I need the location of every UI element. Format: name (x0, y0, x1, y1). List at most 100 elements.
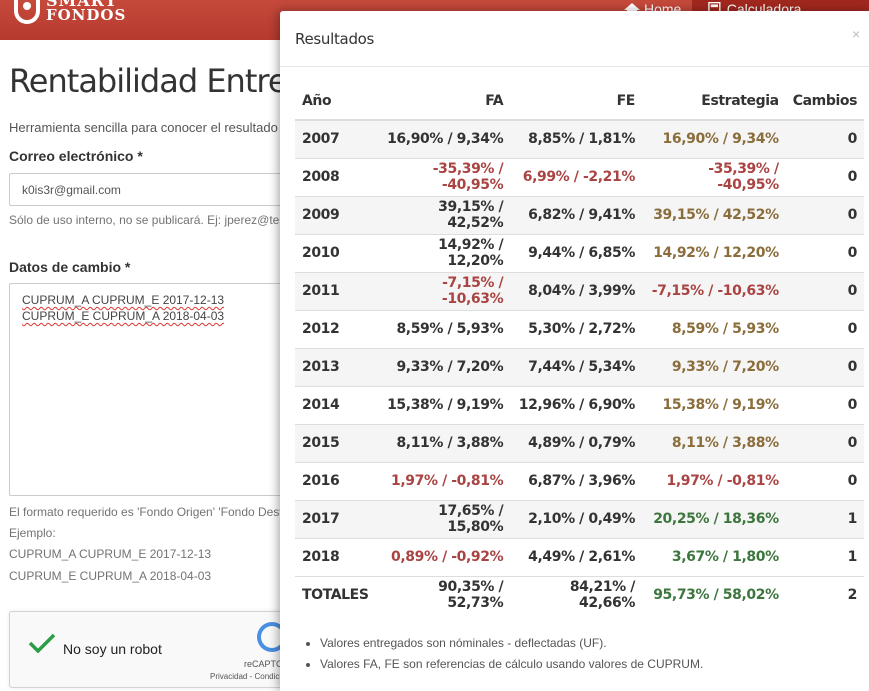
modal-title: Resultados (295, 30, 375, 48)
note-item: Valores entregados son nóminales - defle… (320, 633, 703, 654)
changes-cell: 0 (785, 385, 864, 424)
changes-cell: 0 (785, 119, 864, 158)
table-row: 2013 9,33% / 7,20% 7,44% / 5,34% 9,33% /… (295, 347, 864, 386)
changes-total: 2 (785, 575, 864, 614)
year-cell: 2014 (295, 385, 376, 424)
column-header-changes: Cambios (785, 82, 864, 121)
recaptcha-widget: No soy un robot reCAPTCHA Privacidad - C… (9, 611, 309, 688)
changes-cell: 0 (785, 347, 864, 386)
table-row: 2008 -35,39% / -40,95% 6,99% / -2,21% -3… (295, 157, 864, 196)
year-cell: 2007 (295, 119, 376, 158)
table-row: 2007 16,90% / 9,34% 8,85% / 1,81% 16,90%… (295, 119, 864, 158)
recaptcha-links[interactable]: Privacidad - Condiciones (210, 672, 299, 681)
changes-cell: 0 (785, 195, 864, 234)
changes-cell: 1 (785, 537, 864, 576)
changes-line: CUPRUM_A CUPRUM_E 2017-12-13 (22, 293, 225, 307)
totals-row: TOTALES 90,35% / 52,73% 84,21% / 42,66% … (295, 575, 864, 614)
column-header-fe: FE (510, 82, 642, 121)
page-lead: Herramienta sencilla para conocer el res… (9, 120, 281, 135)
recaptcha-brand: reCAPTCHA (244, 659, 296, 669)
year-cell: 2016 (295, 461, 376, 500)
table-row: 2011 -7,15% / -10,63% 8,04% / 3,99% -7,1… (295, 271, 864, 310)
year-cell: 2017 (295, 499, 376, 538)
column-header-fa: FA (375, 82, 511, 121)
fa-cell: 15,38% / 9,19% (375, 385, 511, 424)
fa-cell: 17,65% / 15,80% (375, 499, 511, 538)
fe-cell: 4,89% / 0,79% (510, 423, 642, 462)
year-cell: 2018 (295, 537, 376, 576)
fa-total: 90,35% / 52,73% (375, 575, 511, 614)
notes-list: Valores entregados son nóminales - defle… (300, 633, 703, 675)
brand-logo[interactable]: SMART FONDOS (14, 0, 126, 24)
changes-textarea[interactable]: CUPRUM_A CUPRUM_E 2017-12-13 CUPRUM_E CU… (9, 283, 299, 496)
lightbulb-icon (14, 0, 40, 24)
fe-total: 84,21% / 42,66% (510, 575, 642, 614)
fe-cell: 12,96% / 6,90% (510, 385, 642, 424)
close-icon[interactable]: × (852, 26, 861, 42)
page-title: Rentabilidad Entre Fondos (9, 62, 281, 100)
fe-cell: 2,10% / 0,49% (510, 499, 642, 538)
table-row: 2017 17,65% / 15,80% 2,10% / 0,49% 20,25… (295, 499, 864, 538)
strategy-cell: -35,39% / -40,95% (641, 157, 786, 196)
example-line: CUPRUM_E CUPRUM_A 2018-04-03 (9, 569, 212, 583)
strategy-cell: 14,92% / 12,20% (641, 233, 786, 272)
fa-cell: 1,97% / -0,81% (375, 461, 511, 500)
results-modal: Resultados × Año FA FE Estrategia Cambio… (280, 11, 869, 691)
fe-cell: 6,82% / 9,41% (510, 195, 642, 234)
strategy-cell: 8,59% / 5,93% (641, 309, 786, 348)
strategy-cell: 8,11% / 3,88% (641, 423, 786, 462)
fa-cell: -7,15% / -10,63% (375, 271, 511, 310)
strategy-cell: 15,38% / 9,19% (641, 385, 786, 424)
changes-line: CUPRUM_E CUPRUM_A 2018-04-03 (22, 309, 225, 323)
changes-cell: 0 (785, 423, 864, 462)
table-header-row: Año FA FE Estrategia Cambios (295, 82, 864, 121)
changes-cell: 0 (785, 309, 864, 348)
fa-cell: 16,90% / 9,34% (375, 119, 511, 158)
year-cell: 2012 (295, 309, 376, 348)
fa-cell: -35,39% / -40,95% (375, 157, 511, 196)
fa-cell: 14,92% / 12,20% (375, 233, 511, 272)
fa-cell: 8,59% / 5,93% (375, 309, 511, 348)
fe-cell: 8,85% / 1,81% (510, 119, 642, 158)
modal-header: Resultados × (280, 11, 869, 67)
table-row: 2014 15,38% / 9,19% 12,96% / 6,90% 15,38… (295, 385, 864, 424)
changes-cell: 0 (785, 461, 864, 500)
year-cell: 2009 (295, 195, 376, 234)
changes-cell: 1 (785, 499, 864, 538)
strategy-cell: 16,90% / 9,34% (641, 119, 786, 158)
table-row: 2018 0,89% / -0,92% 4,49% / 2,61% 3,67% … (295, 537, 864, 576)
email-field[interactable]: k0is3r@gmail.com (9, 173, 299, 206)
changes-label: Datos de cambio * (9, 259, 131, 275)
changes-cell: 0 (785, 271, 864, 310)
results-table: Año FA FE Estrategia Cambios 2007 16,90%… (295, 82, 864, 614)
strategy-cell: 3,67% / 1,80% (641, 537, 786, 576)
logo-line-2: FONDOS (46, 6, 127, 24)
example-line: CUPRUM_A CUPRUM_E 2017-12-13 (9, 547, 212, 561)
table-row: 2012 8,59% / 5,93% 5,30% / 2,72% 8,59% /… (295, 309, 864, 348)
table-row: 2010 14,92% / 12,20% 9,44% / 6,85% 14,92… (295, 233, 864, 272)
recaptcha-label: No soy un robot (63, 641, 162, 657)
fa-cell: 9,33% / 7,20% (375, 347, 511, 386)
fe-cell: 6,87% / 3,96% (510, 461, 642, 500)
fe-cell: 6,99% / -2,21% (510, 157, 642, 196)
checkmark-icon[interactable] (28, 633, 56, 653)
year-cell: 2008 (295, 157, 376, 196)
fa-cell: 39,15% / 42,52% (375, 195, 511, 234)
fe-cell: 4,49% / 2,61% (510, 537, 642, 576)
year-cell: 2011 (295, 271, 376, 310)
column-header-strategy: Estrategia (641, 82, 786, 121)
strategy-cell: -7,15% / -10,63% (641, 271, 786, 310)
fa-cell: 0,89% / -0,92% (375, 537, 511, 576)
strategy-cell: 39,15% / 42,52% (641, 195, 786, 234)
fa-cell: 8,11% / 3,88% (375, 423, 511, 462)
totals-label: TOTALES (295, 575, 376, 614)
strategy-cell: 1,97% / -0,81% (641, 461, 786, 500)
email-label: Correo electrónico * (9, 148, 143, 164)
column-header-year: Año (295, 82, 376, 121)
fe-cell: 5,30% / 2,72% (510, 309, 642, 348)
format-help: El formato requerido es 'Fondo Origen' '… (9, 505, 301, 519)
strategy-total: 95,73% / 58,02% (641, 575, 786, 614)
note-item: Valores FA, FE son referencias de cálcul… (320, 654, 703, 675)
logo-line-1: SMART (46, 0, 118, 10)
table-row: 2016 1,97% / -0,81% 6,87% / 3,96% 1,97% … (295, 461, 864, 500)
